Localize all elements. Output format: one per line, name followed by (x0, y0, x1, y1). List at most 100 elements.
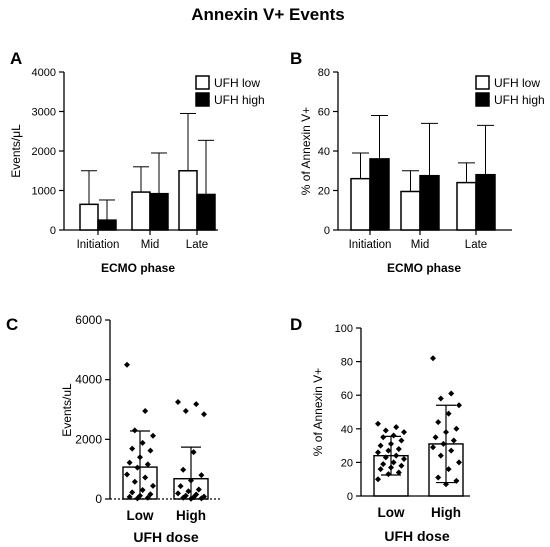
panel-d-data-point (390, 432, 397, 439)
panel-d-data-point (388, 464, 394, 471)
panel-c-data-point (134, 495, 141, 502)
panel-c-data-point (144, 494, 151, 501)
panel-d-data-point (453, 477, 460, 484)
panel-d-data-point (382, 427, 389, 434)
panel-a-legend-swatch (195, 75, 210, 90)
panel-d-data-point (380, 434, 387, 441)
panel-d-data-point (388, 440, 394, 447)
panel-c-data-point (142, 474, 149, 481)
panel-a-x-tick-label: Mid (141, 239, 160, 251)
panel-b-legend-swatch (475, 75, 490, 90)
panel-a-plot: 0 1000 2000 3000 4000 Initiation Mid Late UFH lo… (32, 67, 265, 251)
panel-c-data-point (175, 399, 181, 406)
panel-d-y-tick-label: 60 (341, 390, 353, 402)
panel-d-data-point (395, 445, 402, 452)
panel-d-data-point (375, 420, 381, 427)
panel-d-y-tick-label: 40 (341, 424, 353, 436)
panel-a-y-tick-label: 0 (50, 225, 56, 237)
panel-b-x-tick-label: Late (465, 239, 487, 251)
panel-a-legend-label: UFH low (214, 76, 260, 90)
panel-a-y-tick-label: 3000 (32, 107, 56, 119)
panel-c-data-point (124, 471, 130, 478)
panel-c-y-tick-label: 4000 (75, 373, 102, 387)
panel-d-data-point (377, 442, 384, 449)
panel-d-data-point (401, 429, 407, 436)
panel-c-y-tick-label: 2000 (75, 432, 102, 446)
panel-c-data-point (134, 464, 141, 471)
panel-c: C Events/uL UFH dose 0 2000 4000 6000 Low Hig… (6, 313, 220, 545)
panel-a-y-tick-label: 2000 (32, 146, 56, 158)
panel-c-data-point (150, 482, 156, 489)
panel-d-y-axis-label: % of Annexin V+ (311, 368, 325, 456)
panel-c-data-point (188, 477, 194, 484)
panel-d-data-point (453, 425, 460, 432)
panel-b-legend-label: UFH low (494, 76, 540, 90)
panel-a-bar-high (149, 192, 169, 231)
panel-d-y-tick-label: 20 (341, 457, 353, 469)
panel-d-data-point (435, 419, 442, 426)
panel-d-data-point (450, 437, 457, 444)
panel-c-data-point (175, 490, 181, 497)
panel-d-data-point (432, 434, 439, 441)
panel-b-y-tick-label: 80 (318, 67, 330, 79)
panel-a-y-axis-label: Events/μL (9, 124, 23, 178)
panel-c-letter: C (6, 315, 18, 334)
panel-c-data-point (195, 486, 202, 493)
panel-d-data-point (440, 440, 447, 447)
panel-d-y-tick-label: 80 (341, 357, 353, 369)
panel-c-y-tick-label: 0 (95, 492, 102, 506)
panel-d-data-point (443, 429, 449, 436)
figure-title: Annexin V+ Events (191, 5, 345, 24)
panel-b-legend-label: UFH high (494, 93, 545, 107)
panel-a-bar-high (196, 193, 216, 231)
panel-d-data-point (430, 355, 436, 362)
panel-b-y-tick-label: 20 (318, 186, 330, 198)
panel-b-bar-low (350, 177, 371, 231)
panel-a-letter: A (10, 49, 22, 68)
panel-a-x-tick-label: Initiation (77, 239, 120, 251)
panel-a-y-tick-label: 4000 (32, 67, 56, 79)
panel-d-data-point (448, 447, 455, 454)
panel-d-data-point (456, 402, 462, 409)
panel-a-bar-low (178, 170, 198, 231)
panel-c-x-axis-label: UFH dose (133, 529, 199, 545)
panel-c-x-tick-label: High (176, 508, 206, 523)
panel-c-data-point (139, 439, 146, 446)
panel-d-letter: D (290, 315, 302, 334)
panel-c-data-point (144, 461, 151, 468)
panel-c-data-point (131, 478, 138, 485)
panel-a-bar-low (131, 191, 151, 231)
panel-b-x-tick-label: Initiation (349, 239, 392, 251)
panel-c-data-point (198, 472, 205, 479)
panel-c-data-point (124, 361, 130, 368)
panel-d-data-point (456, 459, 462, 466)
panel-c-data-point (131, 427, 138, 434)
panel-d-data-point (401, 456, 407, 463)
panel-c-data-point (190, 449, 197, 456)
panel-d-data-point (375, 449, 381, 456)
panel-a-x-axis-label: ECMO phase (101, 261, 175, 275)
panel-c-data-point (180, 494, 187, 501)
panel-b-legend-swatch (475, 92, 490, 107)
panel-b-plot: 0 20 40 60 80 Initiation Mid Late UFH low UFH hig… (318, 67, 545, 251)
panel-d-data-point (445, 466, 452, 473)
panel-d-data-point (395, 469, 402, 476)
panel-d-x-tick-label: High (431, 505, 461, 520)
panel-d-data-point (398, 437, 405, 444)
panel-d-data-point (393, 452, 400, 459)
panel-b-y-tick-label: 60 (318, 107, 330, 119)
panel-b-bar-high (419, 174, 440, 231)
panel-b-bar-high (369, 158, 390, 231)
panel-c-data-point (126, 493, 133, 500)
panel-a-y-tick-label: 1000 (32, 186, 56, 198)
panel-b-y-tick-label: 40 (318, 146, 330, 158)
panel-d-data-point (448, 390, 455, 397)
panel-d-data-point (380, 461, 387, 468)
panel-d-y-tick-label: 0 (347, 491, 353, 503)
panel-c-data-point (129, 489, 136, 496)
panel-d-data-point (443, 481, 449, 488)
panel-b: B % of Annexin V+ ECMO phase 0 20 40 60 80 In… (290, 49, 545, 275)
panel-c-data-point (139, 487, 146, 494)
panel-c-data-point (193, 401, 200, 408)
panel-c-x-tick-label: Low (127, 508, 154, 523)
